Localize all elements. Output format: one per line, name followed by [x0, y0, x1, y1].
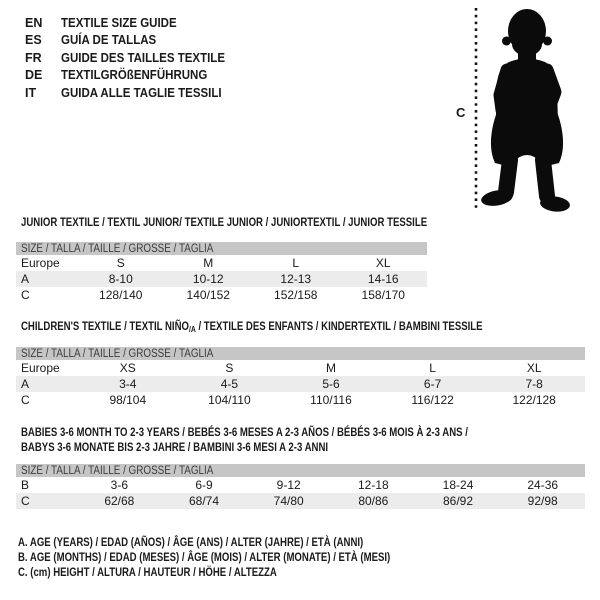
row-label: C [21, 288, 30, 302]
height-cell: 128/140 [99, 288, 143, 302]
height-cell: 152/158 [274, 288, 318, 302]
height-cell: 110/116 [310, 393, 352, 407]
height-cell: 122/128 [512, 393, 556, 407]
language-row-en: EN TEXTILE SIZE GUIDE [25, 14, 239, 32]
language-row-de: DE TEXTILGRÖßENFÜHRUNG [25, 67, 239, 85]
junior-table-title: JUNIOR TEXTILE / TEXTIL JUNIOR/ TEXTILE … [21, 215, 428, 229]
language-title: GUÍA DE TALLAS [61, 33, 157, 48]
children-table-title: CHILDREN'S TEXTILE / TEXTIL NIÑO/A / TEX… [21, 319, 483, 334]
table-row-europe: Europe S M L XL [16, 255, 427, 271]
baby-silhouette-icon [474, 8, 570, 212]
language-title-list: EN TEXTILE SIZE GUIDE ES GUÍA DE TALLAS … [25, 14, 239, 102]
language-code: ES [25, 33, 42, 48]
size-header-bar: SIZE / TALLA / TAILLE / GRÖSSE / TAGLIA [16, 242, 427, 255]
age-cell: 10-12 [192, 272, 224, 286]
table-row-age: A 3-4 4-5 5-6 6-7 7-8 [16, 376, 585, 392]
size-header-bar: SIZE / TALLA / TAILLE / GRÖSSE / TAGLIA [16, 464, 585, 477]
size-header-bar: SIZE / TALLA / TAILLE / GRÖSSE / TAGLIA [16, 347, 585, 360]
age-cell: 6-7 [423, 377, 442, 391]
footnotes: A. AGE (YEARS) / EDAD (AÑOS) / ÂGE (ANS)… [18, 535, 483, 580]
language-title: TEXTILE SIZE GUIDE [61, 15, 177, 30]
language-row-it: IT GUIDA ALLE TAGLIE TESSILI [25, 84, 239, 102]
height-label: C [456, 105, 466, 120]
age-cell: 12-13 [280, 272, 312, 286]
footnote-a: A. AGE (YEARS) / EDAD (AÑOS) / ÂGE (ANS)… [18, 535, 364, 549]
row-label: A [21, 272, 30, 286]
months-cell: 12-18 [358, 478, 389, 492]
height-cell: 116/122 [411, 393, 454, 407]
size-cell: S [225, 361, 234, 375]
size-cell: L [429, 361, 436, 375]
height-cell: 158/170 [361, 288, 405, 302]
language-row-fr: FR GUIDE DES TAILLES TEXTILE [25, 49, 239, 67]
table-row-age: A 8-10 10-12 12-13 14-16 [16, 271, 427, 287]
language-code: DE [25, 68, 43, 83]
baby-figure: C [455, 0, 600, 215]
height-cell: 86/92 [443, 494, 474, 508]
language-code: FR [25, 50, 42, 65]
height-cell: 104/110 [208, 393, 251, 407]
height-cell: 92/98 [527, 494, 558, 508]
months-cell: 6-9 [195, 478, 213, 492]
size-cell: L [292, 256, 300, 270]
size-cell: XL [526, 361, 542, 375]
height-cell: 62/68 [104, 494, 135, 508]
height-cell: 98/104 [109, 393, 147, 407]
months-cell: 18-24 [442, 478, 474, 492]
height-cell: 74/80 [273, 494, 304, 508]
height-cell: 80/86 [358, 494, 389, 508]
language-title: TEXTILGRÖßENFÜHRUNG [61, 68, 208, 83]
table-row-height: C 62/68 68/74 74/80 80/86 86/92 92/98 [16, 493, 585, 509]
age-cell: 8-10 [108, 272, 133, 286]
height-cell: 68/74 [188, 494, 220, 508]
babies-table-title: BABIES 3-6 MONTH TO 2-3 YEARS / BEBÉS 3-… [21, 425, 468, 454]
row-label: Europe [21, 361, 60, 375]
age-cell: 5-6 [322, 377, 340, 391]
size-cell: XS [119, 361, 136, 375]
language-row-es: ES GUÍA DE TALLAS [25, 32, 239, 50]
size-cell: M [203, 256, 214, 270]
size-cell: M [325, 361, 336, 375]
footnote-b: B. AGE (MONTHS) / EDAD (MESES) / ÂGE (MO… [18, 550, 391, 564]
babies-table: SIZE / TALLA / TAILLE / GRÖSSE / TAGLIA … [16, 464, 585, 509]
subscript-part: /A [188, 324, 196, 334]
table-row-months: B 3-6 6-9 9-12 12-18 18-24 24-36 [16, 477, 585, 493]
height-cell: 140/152 [186, 288, 230, 302]
months-cell: 24-36 [527, 478, 559, 492]
table-row-europe: Europe XS S M L XL [16, 360, 585, 376]
age-cell: 3-4 [119, 377, 137, 391]
language-title: GUIDE DES TAILLES TEXTILE [61, 50, 226, 65]
age-cell: 7-8 [525, 377, 543, 391]
footnote-c: C. (cm) HEIGHT / ALTURA / HAUTEUR / HÖHE… [18, 565, 277, 579]
junior-table: SIZE / TALLA / TAILLE / GRÖSSE / TAGLIA … [16, 242, 427, 303]
row-label: A [21, 377, 30, 391]
language-title: GUIDA ALLE TAGLIE TESSILI [61, 85, 222, 100]
size-cell: S [116, 256, 125, 270]
language-code: EN [25, 15, 43, 30]
row-label: Europe [21, 256, 60, 270]
months-cell: 9-12 [276, 478, 301, 492]
size-cell: XL [375, 256, 391, 270]
months-cell: 3-6 [110, 478, 128, 492]
age-cell: 4-5 [220, 377, 239, 391]
row-label: B [21, 478, 30, 492]
table-row-height: C 98/104 104/110 110/116 116/122 122/128 [16, 392, 585, 408]
language-code: IT [25, 85, 37, 100]
row-label: C [21, 393, 30, 407]
row-label: C [21, 494, 30, 508]
age-cell: 14-16 [367, 272, 399, 286]
table-row-height: C 128/140 140/152 152/158 158/170 [16, 287, 427, 303]
children-table: SIZE / TALLA / TAILLE / GRÖSSE / TAGLIA … [16, 347, 585, 408]
